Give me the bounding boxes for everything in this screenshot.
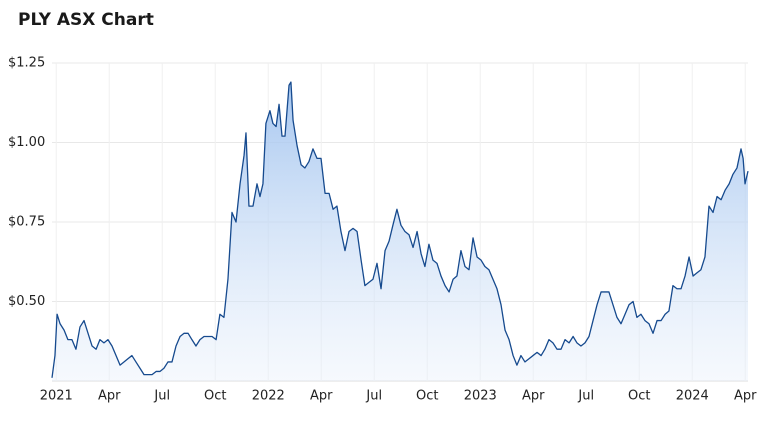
x-tick-label: Oct (416, 389, 438, 404)
x-tick-label: 2024 (676, 389, 709, 404)
price-line (51, 81, 749, 378)
y-tick-label: $1.00 (8, 135, 45, 150)
x-tick-label: Apr (98, 389, 121, 404)
x-tick-label: Oct (204, 389, 226, 404)
x-tick-label: Apr (310, 389, 333, 404)
y-tick-label: $0.75 (8, 215, 45, 230)
y-tick-label: $0.50 (8, 294, 45, 309)
x-tick-label: 2022 (252, 389, 285, 404)
x-tick-label: Jul (365, 389, 382, 404)
chart-title: PLY ASX Chart (18, 10, 154, 30)
x-tick-label: Jul (153, 389, 170, 404)
y-tick-label: $1.25 (8, 56, 45, 71)
x-tick-label: 2021 (40, 389, 73, 404)
x-tick-label: Jul (577, 389, 594, 404)
area (52, 82, 748, 381)
x-tick-label: 2023 (464, 389, 497, 404)
x-tick-label: Apr (734, 389, 757, 404)
x-tick-label: Oct (628, 389, 650, 404)
x-tick-label: Apr (522, 389, 545, 404)
